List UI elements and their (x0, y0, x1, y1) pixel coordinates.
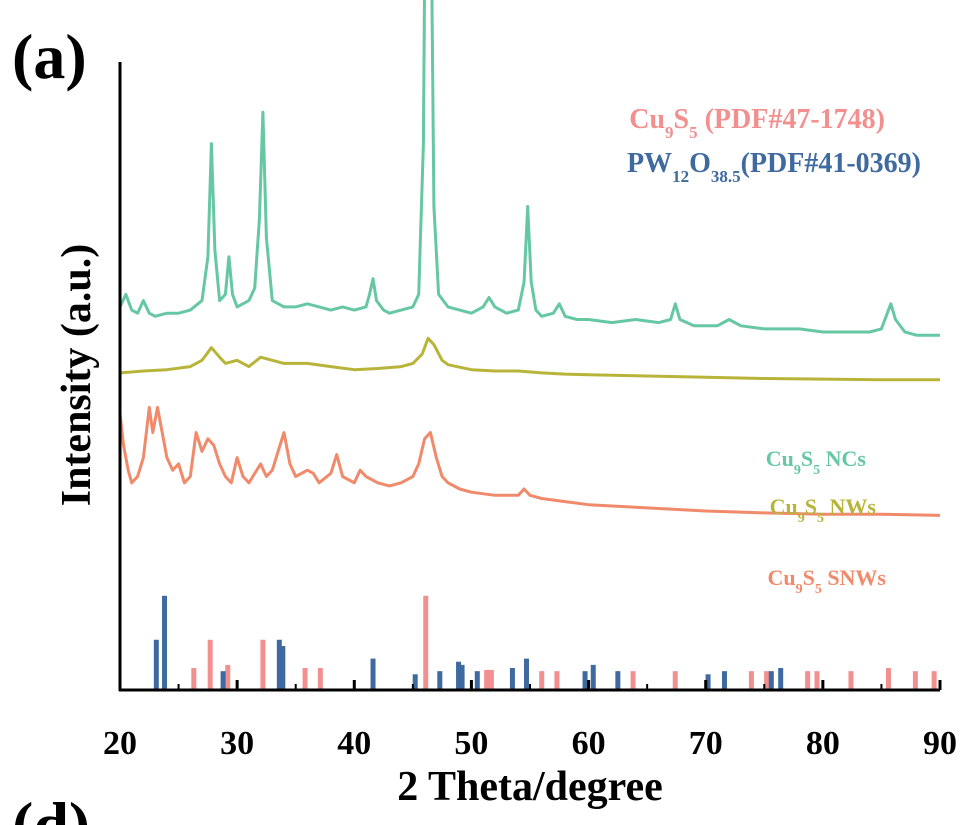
x-tick-label: 50 (454, 725, 488, 762)
reference-stick (885, 668, 891, 690)
reference-stick (317, 668, 323, 690)
legend-reference-cu9s5-part: Cu (629, 104, 665, 135)
legend-reference-cu9s5-part: S (674, 104, 690, 135)
reference-stick (260, 639, 266, 690)
y-axis-title: Intensity (a.u.) (54, 244, 100, 507)
legend-reference-pw12o38: PW12O38.5(PDF#41-0369) (627, 148, 921, 186)
series-label-part: 5 (817, 511, 824, 526)
legend-reference-cu9s5-part: (PDF#47-1748) (698, 104, 885, 135)
reference-stick (220, 671, 226, 690)
legend-reference-pw12o38-part: PW (627, 148, 672, 179)
reference-stick (615, 671, 621, 690)
series-label: Cu9S5 SNWs (767, 565, 886, 597)
series-label-part: Cu (766, 446, 794, 471)
series-label-part: 9 (796, 582, 803, 597)
legend-reference-pw12o38-part: O (689, 148, 711, 179)
x-tick-label: 90 (923, 725, 957, 762)
series-label: Cu9S5 NCs (766, 446, 867, 478)
legend-reference-cu9s5-part: 5 (689, 123, 698, 142)
legend-reference-cu9s5: Cu9S5 (PDF#47-1748) (629, 104, 885, 142)
reference-stick (554, 671, 560, 690)
series-line (118, 405, 941, 517)
reference-stick (437, 671, 443, 690)
reference-stick (162, 595, 168, 690)
x-tick-label: 20 (103, 725, 137, 762)
reference-stick (778, 668, 784, 690)
legend-reference-pw12o38-part: (PDF#41-0369) (741, 148, 921, 179)
reference-stick (302, 668, 308, 690)
reference-stick (848, 671, 854, 690)
reference-stick (412, 674, 418, 690)
legend-reference-pw12o38-part: 38.5 (711, 167, 741, 186)
reference-stick (459, 664, 465, 690)
series-label-part: 9 (798, 511, 805, 526)
reference-stick (748, 671, 754, 690)
x-tick-label: 30 (220, 725, 254, 762)
series-label-part: 5 (815, 582, 822, 597)
legend-reference-pw12o38-part: 12 (672, 167, 689, 186)
reference-stick (488, 669, 494, 690)
reference-stick (721, 671, 727, 690)
reference-stick (814, 671, 820, 690)
series-label-part: 5 (813, 463, 820, 478)
next-panel-label: (d) (12, 789, 90, 825)
reference-stick (768, 671, 774, 690)
reference-stick (539, 671, 545, 690)
reference-stick (523, 658, 529, 690)
reference-stick (423, 595, 429, 690)
reference-stick (207, 639, 213, 690)
reference-stick (590, 664, 596, 690)
series-label-part: NCs (820, 446, 866, 471)
x-tick-label: 60 (572, 725, 606, 762)
reference-stick (370, 658, 376, 690)
reference-stick (280, 646, 286, 690)
reference-stick (931, 671, 937, 690)
series-label-part: Cu (770, 494, 798, 519)
series-label-part: SNWs (822, 565, 887, 590)
series-label-part: S (805, 494, 817, 519)
reference-stick (630, 671, 636, 690)
reference-stick (484, 669, 490, 690)
series-label-part: 9 (794, 463, 801, 478)
series-line (118, 0, 940, 337)
reference-stick (672, 671, 678, 690)
x-tick-label: 70 (689, 725, 723, 762)
reference-stick (509, 668, 515, 690)
reference-stick (276, 639, 282, 690)
series-label-part: S (803, 565, 815, 590)
reference-stick (456, 661, 462, 690)
legend-reference-cu9s5-part: 9 (665, 123, 674, 142)
x-axis-title: 2 Theta/degree (397, 764, 663, 810)
reference-stick (474, 671, 480, 690)
reference-stick (805, 671, 811, 690)
reference-stick (153, 639, 159, 690)
reference-stick (705, 674, 711, 690)
x-tick-label: 80 (806, 725, 840, 762)
series-label: Cu9S5 NWs (770, 494, 877, 526)
series-label-part: Cu (767, 565, 795, 590)
reference-stick (225, 664, 231, 690)
reference-stick (912, 671, 918, 690)
panel-label: (a) (12, 21, 87, 92)
reference-stick (764, 671, 770, 690)
series-label-part: NWs (824, 494, 876, 519)
series-line (119, 336, 940, 382)
series-label-part: S (801, 446, 813, 471)
reference-stick (582, 671, 588, 690)
x-tick-label: 40 (337, 725, 371, 762)
reference-stick (191, 668, 197, 690)
